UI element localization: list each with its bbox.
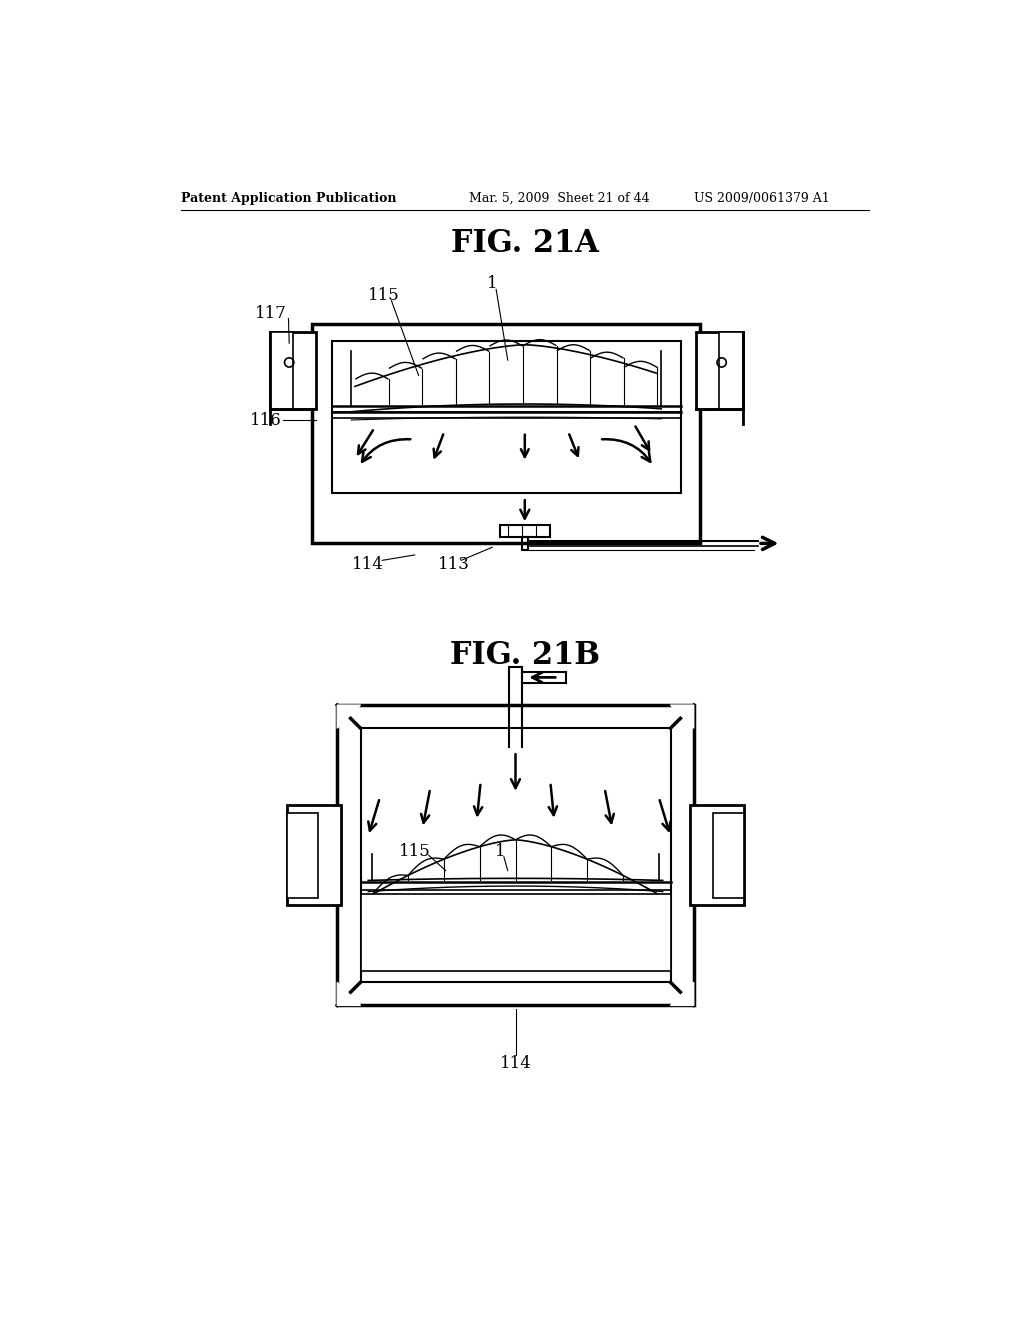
Bar [332, 341, 681, 494]
Text: 115: 115 [368, 286, 399, 304]
Polygon shape [671, 982, 693, 1006]
Bar [287, 805, 341, 906]
Text: 117: 117 [255, 305, 287, 322]
Text: 114: 114 [500, 1055, 531, 1072]
Polygon shape [337, 982, 360, 1006]
Bar [500, 525, 550, 537]
Text: FIG. 21A: FIG. 21A [451, 227, 599, 259]
Text: FIG. 21B: FIG. 21B [450, 640, 600, 671]
Text: Mar. 5, 2009  Sheet 21 of 44: Mar. 5, 2009 Sheet 21 of 44 [469, 191, 649, 205]
Bar [312, 323, 700, 544]
Bar [360, 894, 671, 970]
Text: 1: 1 [495, 843, 505, 859]
Text: 116: 116 [250, 412, 282, 429]
Bar [270, 331, 316, 409]
Text: 114: 114 [352, 557, 384, 573]
Bar [690, 805, 744, 906]
Text: 115: 115 [399, 843, 431, 859]
Bar [270, 331, 293, 409]
Bar [696, 331, 742, 409]
Bar [360, 729, 671, 982]
Text: 113: 113 [437, 557, 469, 573]
Bar [287, 813, 317, 898]
Bar [713, 813, 744, 898]
Text: Patent Application Publication: Patent Application Publication [180, 191, 396, 205]
Polygon shape [671, 705, 693, 729]
Bar [719, 331, 742, 409]
Text: 1: 1 [487, 276, 498, 293]
Text: US 2009/0061379 A1: US 2009/0061379 A1 [693, 191, 829, 205]
Polygon shape [337, 705, 360, 729]
Bar [337, 705, 693, 1006]
